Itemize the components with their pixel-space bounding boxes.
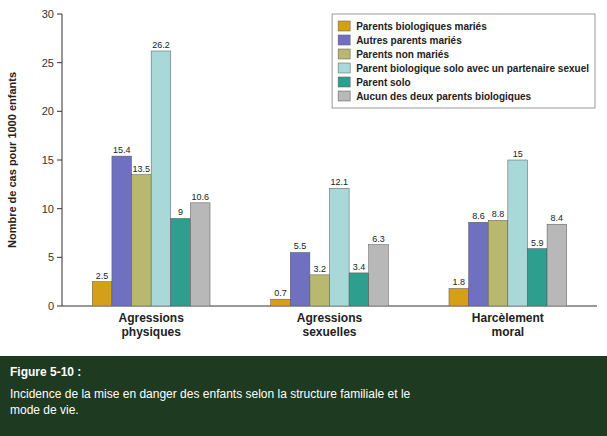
data-label: 15 xyxy=(513,149,523,159)
data-label: 26.2 xyxy=(152,40,170,50)
bar xyxy=(171,218,191,306)
title: Figure 5-10 : xyxy=(10,365,81,379)
legend-label: Aucun des deux parents biologiques xyxy=(356,91,531,102)
data-label: 13.5 xyxy=(133,164,151,174)
y-tick-label: 15 xyxy=(42,154,54,166)
bar xyxy=(469,222,489,306)
y-tick-label: 10 xyxy=(42,203,54,215)
data-label: 3.4 xyxy=(353,262,366,272)
data-label: 3.2 xyxy=(313,264,326,274)
legend-label: Autres parents mariés xyxy=(356,35,462,46)
data-label: 9 xyxy=(178,207,183,217)
data-label: 8.4 xyxy=(551,213,564,223)
bar xyxy=(310,275,330,306)
y-tick-label: 0 xyxy=(48,300,54,312)
data-label: 8.8 xyxy=(492,209,505,219)
legend-label: Parents biologiques mariés xyxy=(356,21,487,32)
bar xyxy=(449,288,469,306)
legend-swatch xyxy=(338,21,350,31)
bar xyxy=(527,249,547,306)
y-tick xyxy=(57,160,62,161)
bar xyxy=(92,282,112,306)
legend-frame xyxy=(332,14,595,108)
bar xyxy=(547,224,567,306)
chart: 0 5 10 15 20 25 30 Nombre de cas pour 1000 enfa… xyxy=(0,0,607,436)
bar xyxy=(369,245,389,306)
x-tick-label: Harcèlementmoral xyxy=(472,311,544,339)
legend-swatch xyxy=(338,77,350,87)
legend: Parents biologiques mariés Autres parents… xyxy=(332,14,595,108)
legend-label: Parent solo xyxy=(356,77,410,88)
bar xyxy=(330,188,350,306)
x-tick-label: Agressionsphysiques xyxy=(118,311,184,339)
y-tick-label: 5 xyxy=(48,251,54,263)
legend-swatch xyxy=(338,35,350,45)
y-axis-label: Nombre de cas pour 1000 enfants xyxy=(6,72,18,248)
bar xyxy=(488,220,508,306)
legend-swatch xyxy=(338,49,350,59)
y-tick-label: 30 xyxy=(42,8,54,20)
data-label: 5.5 xyxy=(294,241,307,251)
data-label: 12.1 xyxy=(331,177,349,187)
y-tick xyxy=(57,208,62,209)
data-label: 8.6 xyxy=(472,211,485,221)
data-label: 6.3 xyxy=(372,234,385,244)
bar xyxy=(190,203,210,306)
x-tick-label: Agressionssexuelles xyxy=(297,311,363,339)
data-label: 1.8 xyxy=(453,277,466,287)
y-tick xyxy=(57,111,62,112)
y-tick xyxy=(57,14,62,15)
legend-label: Parent biologique solo avec un partenair… xyxy=(356,63,589,74)
y-tick-label: 25 xyxy=(42,57,54,69)
bar xyxy=(271,299,291,306)
caption-band xyxy=(0,356,607,436)
y-tick-label: 20 xyxy=(42,105,54,117)
y-axis-line xyxy=(62,14,63,306)
bar xyxy=(132,175,152,306)
y-axis: 0 5 10 15 20 25 30 xyxy=(42,8,597,312)
y-tick xyxy=(57,62,62,63)
legend-label: Parents non mariés xyxy=(356,49,449,60)
data-label: 10.6 xyxy=(191,192,209,202)
subtitle: Incidence de la mise en danger des enfan… xyxy=(10,387,411,417)
bar xyxy=(151,51,171,306)
bar xyxy=(290,252,310,306)
legend-swatch xyxy=(338,63,350,73)
data-label: 15.4 xyxy=(113,145,131,155)
data-label: 2.5 xyxy=(96,271,109,281)
legend-swatch xyxy=(338,91,350,101)
data-label: 0.7 xyxy=(274,288,287,298)
bar xyxy=(112,156,132,306)
bar xyxy=(349,273,369,306)
bar xyxy=(508,160,528,306)
data-label: 5.9 xyxy=(531,238,544,248)
y-tick xyxy=(57,257,62,258)
y-tick xyxy=(57,306,62,307)
